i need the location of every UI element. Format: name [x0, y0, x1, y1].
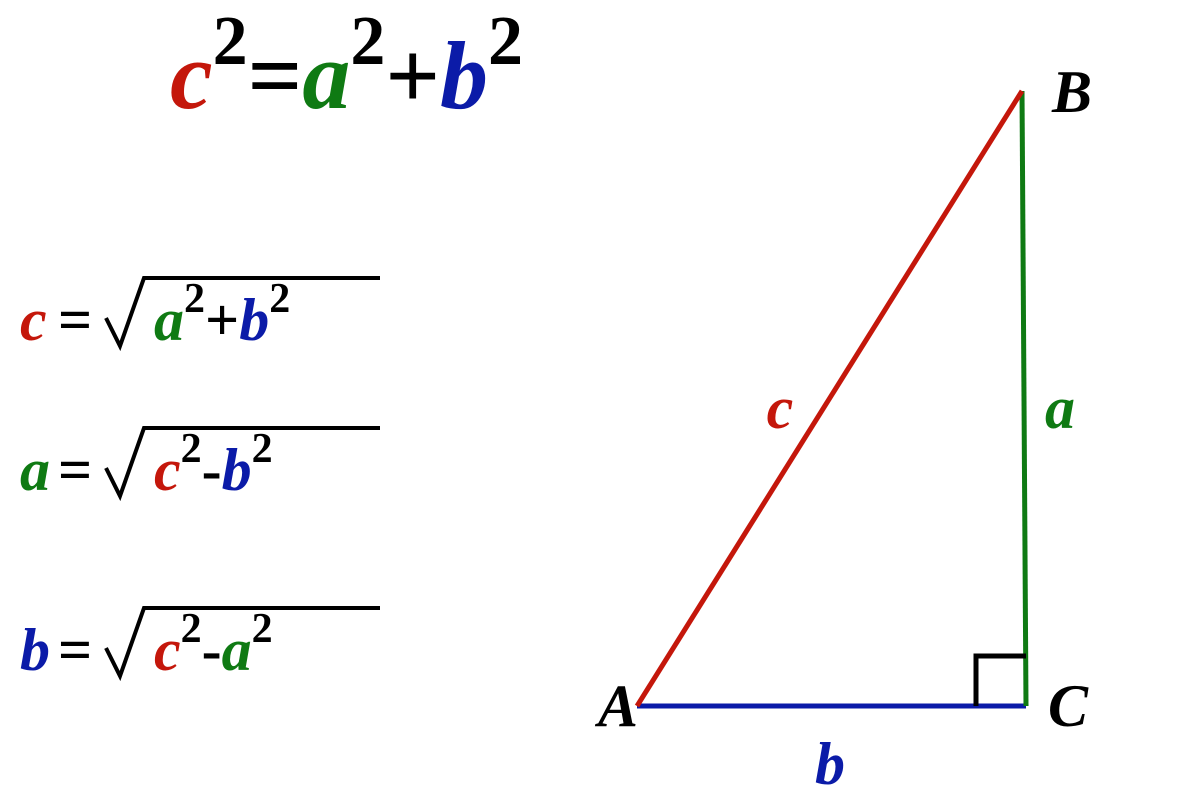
- radicand-term-1: 2: [184, 276, 205, 322]
- main-term-7: 2: [488, 3, 523, 80]
- lhs-c: c: [20, 287, 47, 353]
- side-label-c: c: [767, 375, 794, 441]
- radicand-term-4: 2: [269, 276, 290, 322]
- side-label-a: a: [1045, 375, 1075, 441]
- lhs-b: b: [20, 617, 50, 683]
- radicand-term-4: 2: [252, 606, 273, 652]
- vertex-label-B: B: [1051, 59, 1092, 125]
- radicand-term-3: b: [239, 287, 269, 353]
- main-term-6: b: [440, 22, 488, 129]
- lhs-a: a: [20, 437, 50, 503]
- radicand-term-2: +: [205, 287, 239, 353]
- main-term-1: 2: [213, 3, 248, 80]
- vertex-label-C: C: [1048, 673, 1089, 739]
- radicand-term-2: -: [202, 617, 222, 683]
- main-term-4: 2: [350, 3, 385, 80]
- radicand-term-2: -: [202, 437, 222, 503]
- equals-sign: =: [58, 287, 92, 353]
- main-term-5: +: [385, 22, 440, 129]
- radicand-term-3: b: [222, 437, 252, 503]
- main-term-2: =: [248, 22, 303, 129]
- radicand-term-0: c: [154, 437, 181, 503]
- radicand-term-0: c: [154, 617, 181, 683]
- radicand-term-0: a: [154, 287, 184, 353]
- main-term-3: a: [302, 22, 350, 129]
- radicand-term-1: 2: [181, 606, 202, 652]
- side-label-b: b: [815, 731, 845, 788]
- radicand-term-3: a: [222, 617, 252, 683]
- main-term-0: c: [170, 22, 213, 129]
- equals-sign: =: [58, 437, 92, 503]
- radicand-term-1: 2: [181, 426, 202, 472]
- equals-sign: =: [58, 617, 92, 683]
- radicand-term-4: 2: [252, 426, 273, 472]
- vertex-label-A: A: [594, 673, 638, 739]
